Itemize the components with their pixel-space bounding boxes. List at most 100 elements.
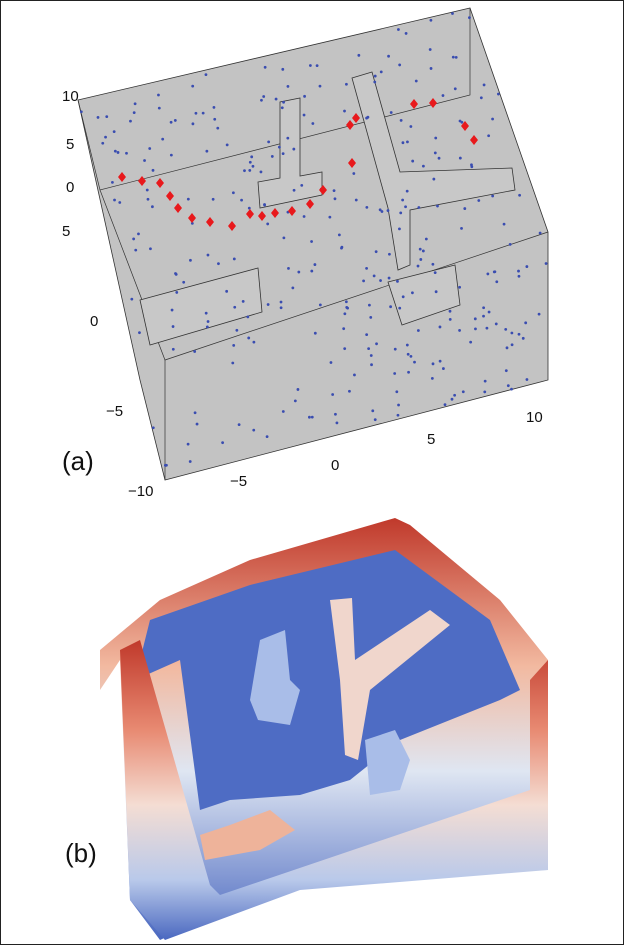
scatter-dot (395, 390, 398, 393)
scatter-dot (314, 332, 317, 335)
scatter-dot (375, 342, 378, 345)
scatter-dot (97, 116, 100, 119)
x-tick: 0 (331, 457, 339, 474)
box (78, 8, 548, 480)
scatter-dot (454, 87, 457, 90)
scatter-dot (518, 333, 521, 336)
scatter-dot (399, 211, 402, 214)
scatter-dot (138, 331, 141, 334)
scatter-dot (459, 157, 462, 160)
scatter-dot (266, 435, 269, 438)
scatter-dot (429, 48, 432, 51)
scatter-dot (331, 393, 334, 396)
scatter-dot (232, 344, 235, 347)
scatter-dot (151, 205, 154, 208)
scatter-dot (252, 341, 255, 344)
scatter-dot (507, 384, 510, 387)
scatter-dot (517, 270, 520, 273)
scatter-dot (509, 243, 512, 246)
scatter-dot (319, 85, 322, 88)
scatter-dot (189, 460, 192, 463)
scatter-dot (367, 347, 370, 350)
scatter-dot (379, 208, 382, 211)
scatter-dot (417, 265, 420, 268)
scatter-dot (432, 362, 435, 365)
scatter-dot (195, 112, 198, 115)
scatter-dot (282, 101, 285, 104)
scatter-dot (278, 146, 281, 149)
scatter-dot (205, 150, 208, 153)
scatter-dot (161, 138, 164, 141)
scatter-dot (101, 142, 104, 145)
scatter-dot (314, 263, 317, 266)
scatter-dot (249, 161, 252, 164)
scatter-dot (436, 205, 439, 208)
scatter-dot (511, 343, 514, 346)
scatter-dot (345, 83, 348, 86)
scatter-dot (221, 441, 224, 444)
scatter-dot (146, 189, 149, 192)
scatter-dot (148, 147, 151, 150)
scatter-dot (129, 120, 132, 123)
scatter-dot (379, 279, 382, 282)
panel-b: (b) (65, 518, 548, 940)
scatter-dot (170, 154, 173, 157)
scatter-dot (488, 311, 491, 314)
scatter-dot (252, 429, 255, 432)
scatter-dot (396, 280, 399, 283)
scatter-dot (430, 19, 433, 22)
scatter-dot (397, 404, 400, 407)
scatter-dot (132, 238, 135, 241)
scatter-dot (368, 304, 371, 307)
scatter-dot (341, 246, 344, 249)
scatter-dot (238, 423, 241, 426)
scatter-dot (407, 371, 410, 374)
scatter-dot (260, 99, 263, 102)
scatter-dot (233, 258, 236, 261)
scatter-dot (406, 344, 409, 347)
scatter-dot (406, 190, 409, 193)
scatter-dot (410, 355, 413, 358)
scatter-dot (240, 199, 243, 202)
scatter-dot (174, 119, 177, 122)
scatter-dot (387, 209, 390, 212)
scatter-dot (482, 306, 485, 309)
y-tick: 5 (62, 223, 70, 240)
figure: 10 5 0 5 0 −5 −10 −5 0 5 10 (a) (b) (0, 0, 624, 945)
scatter-dot (152, 169, 155, 172)
scatter-dot (442, 94, 445, 97)
scatter-dot (397, 414, 400, 417)
scatter-dot (174, 272, 177, 275)
scatter-dot (468, 16, 471, 19)
scatter-dot (389, 305, 392, 308)
scatter-dot (406, 140, 409, 143)
scatter-dot (310, 240, 313, 243)
scatter-dot (462, 390, 465, 393)
scatter-dot (434, 137, 437, 140)
scatter-dot (149, 247, 152, 250)
scatter-dot (362, 279, 365, 282)
scatter-dot (365, 333, 368, 336)
scatter-dot (118, 201, 121, 204)
scatter-dot (171, 309, 174, 312)
scatter-dot (400, 119, 403, 122)
y-tick: −5 (106, 403, 123, 420)
scatter-dot (216, 127, 219, 130)
scatter-dot (267, 140, 270, 143)
scatter-dot (365, 206, 368, 209)
scatter-dot (207, 254, 210, 257)
scatter-dot (469, 341, 472, 344)
scatter-dot (525, 265, 528, 268)
scatter-dot (487, 134, 490, 137)
scatter-dot (319, 303, 322, 306)
scatter-dot (345, 306, 348, 309)
scatter-dot (409, 125, 412, 128)
scatter-dot (193, 350, 196, 353)
scatter-dot (439, 360, 442, 363)
scatter-dot (212, 198, 215, 201)
scatter-dot (506, 346, 509, 349)
scatter-dot (294, 400, 297, 403)
scatter-dot (303, 114, 306, 117)
scatter-dot (438, 157, 441, 160)
scatter-dot (338, 233, 341, 236)
